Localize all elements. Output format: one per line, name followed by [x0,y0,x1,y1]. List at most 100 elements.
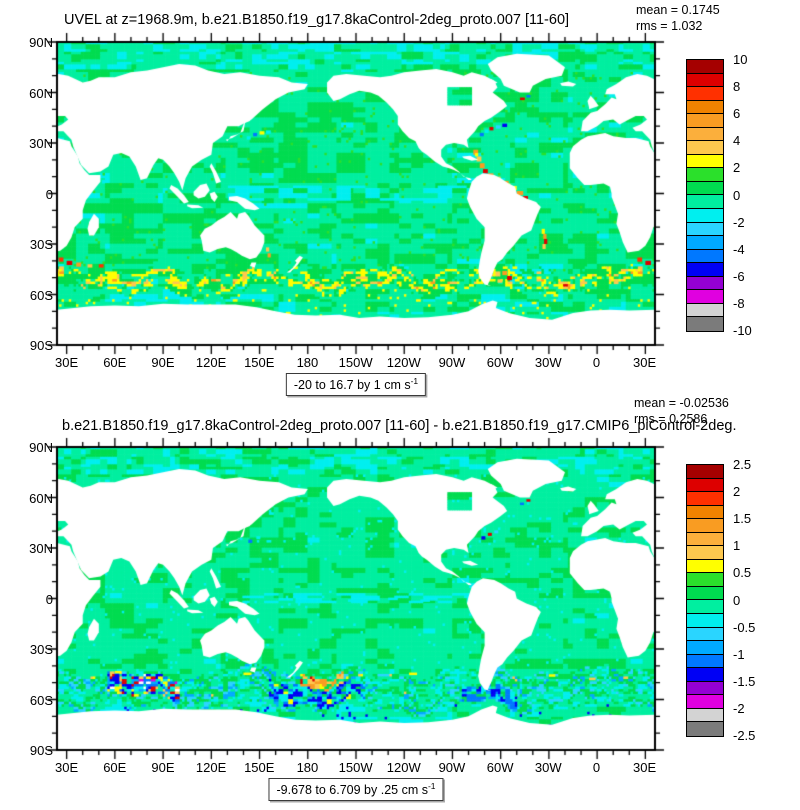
colorbar-segment [687,73,723,88]
lat-tick-label: 30S [29,237,53,252]
colorbar-segment [687,114,723,128]
colorbar-segment [687,181,723,196]
colorbar-segment [687,317,723,331]
colorbar-tick-label: -2 [733,214,745,230]
colorbar-segment [687,586,723,601]
lon-tick-label: 180 [296,355,319,370]
colorbar-segment [687,263,723,277]
colorbar-segment [687,465,723,479]
colorbar-tick-label: -1.5 [733,673,756,689]
colorbar-tick-label: 2 [733,160,741,176]
colorbar-segment [687,681,723,696]
colorbar-segment [687,141,723,155]
lon-tick-label: 60E [103,355,127,370]
lat-tick-label: 60S [29,287,53,303]
lon-tick-label: 90W [438,760,466,775]
colorbar-tick-label: -10 [733,323,752,338]
colorbar-segment [687,127,723,142]
lon-tick-label: 30W [534,355,562,370]
rms-value: rms = 0.2586 [634,411,708,426]
colorbar-segment [687,303,723,318]
lon-tick-label: 90W [438,355,466,370]
colorbar-tick-label: -0.5 [733,619,756,635]
colorbar-tick-label: -2.5 [733,728,756,743]
lon-tick-label: 180 [296,760,319,775]
lon-tick-label: 120E [195,355,227,370]
difference-map-panel: b.e21.B1850.f19_g17.8kaControl-2deg_prot… [0,396,800,810]
range-caption: -9.678 to 6.709 by .25 cm s-1 [268,778,444,802]
lon-tick-label: 120E [195,760,227,775]
colorbar-segment [687,708,723,723]
colorbar-tick-label: 10 [733,52,748,67]
colorbar-segment [687,519,723,533]
lon-tick-label: 60W [486,760,514,775]
lat-tick-label: 90S [29,743,53,758]
range-caption: -20 to 16.7 by 1 cm s-1 [285,373,427,397]
colorbar-segment [687,209,723,223]
colorbar-tick-label: 2 [733,484,741,500]
lon-tick-label: 150W [338,355,373,370]
colorbar-tick-label: -2 [733,700,745,716]
colorbar-segment [687,573,723,587]
range-caption-exponent: -1 [427,781,436,791]
difference-title: b.e21.B1850.f19_g17.8kaControl-2deg_prot… [62,418,737,434]
lon-tick-label: 120W [386,760,421,775]
lon-tick-label: 30E [633,760,657,775]
colorbar-segment [687,559,723,574]
colorbar-tick-label: 2.5 [733,457,752,472]
colorbar-tick-label: 4 [733,133,741,149]
colorbar-segment [687,87,723,101]
range-caption-text: -20 to 16.7 by 1 cm s [293,378,411,393]
colorbar-tick-label: -4 [733,241,745,257]
lon-tick-label: 60E [103,760,127,775]
lon-tick-label: 0 [592,355,601,370]
lon-tick-label: 0 [592,760,601,775]
colorbar-segment [687,222,723,237]
lat-tick-label: 30N [29,541,53,556]
colorbar-segment [687,722,723,736]
lon-tick-label: 30E [633,355,657,370]
colorbar-segment [687,627,723,642]
lat-tick-label: 30S [29,642,53,657]
stats-block: mean = -0.02536 rms = 0.2586 [634,396,729,427]
colorbar-segment [687,195,723,210]
lon-tick-label: 150W [338,760,373,775]
rms-value: rms = 1.032 [636,18,703,33]
colorbar-segment [687,600,723,615]
colorbar-tick-label: 0 [733,187,741,203]
mean-value: mean = -0.02536 [634,396,729,410]
colorbar-segment [687,236,723,250]
colorbar-segment [687,60,723,74]
lon-tick-label: 150E [244,355,275,370]
lon-tick-label: 30W [534,760,562,775]
colorbar [686,59,724,332]
lon-tick-label: 30E [55,355,79,370]
colorbar-segment [687,614,723,628]
colorbar-segment [687,154,723,169]
colorbar-segment [687,654,723,669]
colorbar-segment [687,695,723,709]
lat-tick-label: 90N [29,35,53,50]
colorbar-tick-label: -1 [733,646,745,662]
lat-tick-label: 60N [29,85,53,101]
lon-tick-label: 60W [486,355,514,370]
colorbar-segment [687,546,723,560]
range-caption-exponent: -1 [410,376,419,386]
colorbar-tick-label: 0.5 [733,565,752,581]
colorbar-tick-label: 1 [733,538,741,554]
colorbar-tick-label: -6 [733,268,745,284]
colorbar-tick-label: -8 [733,295,745,311]
lat-tick-label: 60S [29,692,53,708]
colorbar-tick-label: 0 [733,592,741,608]
colorbar-segment [687,668,723,682]
colorbar [686,464,724,737]
colorbar-segment [687,168,723,182]
lon-tick-label: 30E [55,760,79,775]
range-caption-text: -9.678 to 6.709 by .25 cm s [276,783,428,798]
colorbar-segment [687,276,723,291]
colorbar-segment [687,290,723,304]
lat-tick-label: 90N [29,440,53,455]
colorbar-tick-label: 8 [733,79,741,95]
lat-tick-label: 60N [29,490,53,506]
top-map-panel: UVEL at z=1968.9m, b.e21.B1850.f19_g17.8… [29,3,752,397]
